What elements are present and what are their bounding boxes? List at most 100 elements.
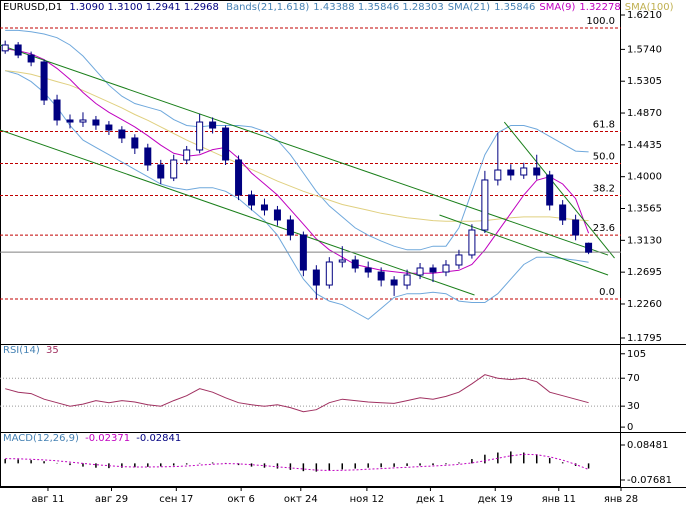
candle-body — [481, 179, 489, 231]
x-tick-label: янв 28 — [604, 494, 638, 505]
indicator-label: 1.35846 — [494, 2, 535, 13]
candle-body — [273, 209, 281, 221]
x-tick-label: дек 19 — [478, 494, 513, 505]
indicator-line — [5, 70, 589, 320]
candle-body — [66, 119, 74, 123]
candle-body — [183, 149, 191, 161]
y-tick-label: 1.3565 — [627, 204, 662, 215]
candle-body — [248, 194, 256, 206]
y-tick-label: 0.08481 — [627, 440, 668, 451]
candle-body — [455, 254, 463, 266]
fib-label: 50.0 — [593, 152, 615, 163]
macd-header: MACD(12,26,9) -0.02371 -0.02841 — [3, 433, 181, 444]
candle-body — [442, 264, 450, 273]
y-tick-label: 1.2260 — [627, 299, 662, 310]
candle-body — [338, 259, 346, 263]
candle-body — [585, 242, 593, 253]
candle-body — [131, 137, 139, 149]
plot-frame — [0, 0, 621, 487]
rsi-value: 35 — [46, 345, 59, 356]
y-tick-label: 30 — [627, 401, 640, 412]
y-tick-label: 70 — [627, 373, 640, 384]
y-tick-label: 1.4870 — [627, 108, 662, 119]
macd-title: MACD(12,26,9) — [3, 433, 79, 444]
indicator-label: SMA(21) — [448, 2, 490, 13]
candle-body — [416, 267, 424, 276]
candle-body — [209, 121, 217, 129]
candle-body — [559, 204, 567, 221]
y-tick-label: 1.5740 — [627, 44, 662, 55]
candle-body — [351, 259, 359, 269]
indicator-line — [5, 70, 589, 222]
candle-body — [429, 267, 437, 273]
trend-line — [0, 129, 475, 296]
macd-main: -0.02371 — [85, 433, 130, 444]
candle-body — [364, 267, 372, 273]
fib-label: 23.6 — [593, 223, 615, 234]
candle-body — [325, 261, 333, 286]
x-tick-label: окт 6 — [227, 494, 255, 505]
candle-body — [222, 127, 230, 161]
candle-body — [1, 44, 9, 52]
y-tick-label: 1.3130 — [627, 235, 662, 246]
candle-body — [144, 147, 152, 166]
symbol: EURUSD,D1 — [3, 2, 62, 13]
candle-body — [507, 169, 515, 176]
indicators: Bands(21,1.618) 1.43388 1.35846 1.28303 SM… — [226, 2, 673, 13]
y-tick-label: 0 — [627, 422, 633, 433]
x-tick-label: дек 1 — [416, 494, 445, 505]
candle-body — [572, 219, 580, 236]
macd-signal: -0.02841 — [136, 433, 181, 444]
x-tick-label: окт 24 — [284, 494, 318, 505]
macd-signal-line — [5, 453, 589, 472]
candle-body — [105, 124, 113, 131]
candle-body — [390, 279, 398, 286]
candle-body — [546, 174, 554, 206]
y-tick-label: 105 — [627, 349, 646, 360]
indicator-line — [5, 48, 590, 274]
candle-body — [27, 54, 35, 63]
candle-body — [53, 99, 61, 121]
y-tick-label: 1.2695 — [627, 267, 662, 278]
candle-body — [118, 129, 126, 139]
candle-body — [312, 269, 320, 286]
fib-label: 100.0 — [586, 16, 615, 27]
rsi-line — [5, 374, 589, 413]
candle-body — [157, 164, 165, 179]
x-tick-label: ноя 12 — [350, 494, 385, 505]
trend-line — [0, 44, 609, 256]
candle-body — [79, 119, 87, 123]
candle-body — [286, 219, 294, 236]
x-tick-label: сен 17 — [159, 494, 193, 505]
rsi-title: RSI(14) — [3, 345, 40, 356]
y-tick-label: 1.4435 — [627, 140, 662, 151]
indicator-label: 1.32278 — [579, 2, 620, 13]
candle-body — [403, 274, 411, 286]
indicator-label: Bands(21,1.618) — [226, 2, 309, 13]
fib-label: 61.8 — [593, 120, 615, 131]
candle-body — [235, 159, 243, 196]
candle-body — [92, 119, 100, 126]
x-tick-label: авг 11 — [31, 494, 64, 505]
rsi-header: RSI(14) 35 — [3, 345, 59, 356]
y-tick-label: 1.1795 — [627, 333, 662, 344]
candle-body — [520, 167, 528, 176]
ohlc: 1.3090 1.3100 1.2941 1.2968 — [69, 2, 219, 13]
y-tick-label: 1.4000 — [627, 172, 662, 183]
plot-layer: 1.6210 1.5740 1.5305 1.4870 1.4435 1.4000 1.35… — [0, 10, 672, 505]
candle-body — [468, 229, 476, 256]
y-tick-label: 1.5305 — [627, 76, 662, 87]
candle-body — [260, 204, 268, 211]
y-tick-label: 1.6210 — [627, 10, 662, 21]
header: EURUSD,D1 1.3090 1.3100 1.2941 1.2968 Ba… — [3, 2, 674, 13]
indicator-line — [5, 29, 589, 251]
fib-label: 38.2 — [593, 183, 615, 194]
indicator-label: SMA(9) — [539, 2, 575, 13]
x-tick-label: авг 29 — [95, 494, 128, 505]
candle-body — [299, 234, 307, 271]
candle-body — [14, 44, 22, 56]
candle-body — [494, 169, 502, 181]
candle-body — [196, 121, 204, 151]
candle-body — [533, 167, 541, 176]
